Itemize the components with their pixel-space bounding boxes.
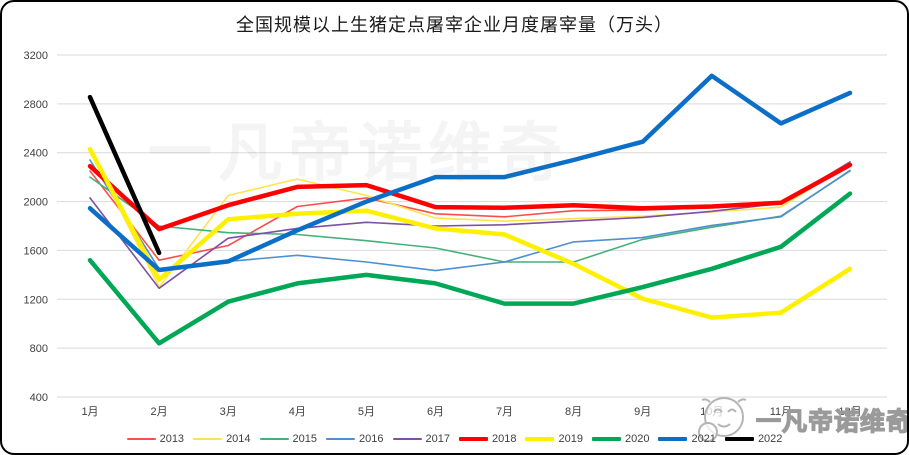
x-tick-label: 2月 bbox=[151, 406, 168, 418]
x-tick-label: 1月 bbox=[81, 406, 98, 418]
series-2015-line bbox=[89, 170, 851, 263]
series-2019-line bbox=[87, 146, 853, 320]
y-tick-label: 1600 bbox=[24, 245, 48, 257]
series-2021-line bbox=[87, 73, 853, 273]
legend-swatch-2013 bbox=[126, 438, 156, 440]
legend-swatch-2017 bbox=[392, 438, 422, 440]
legend-item-2017: 2017 bbox=[392, 433, 450, 445]
legend-item-2021: 2021 bbox=[658, 433, 716, 445]
y-tick-label: 400 bbox=[30, 392, 48, 404]
legend-swatch-2021 bbox=[658, 437, 688, 441]
legend-label-2022: 2022 bbox=[757, 433, 783, 445]
legend-label-2013: 2013 bbox=[159, 433, 185, 445]
legend: 2013 2014 2015 2016 2017 2018 2019 2020 2021 2022 bbox=[2, 433, 907, 445]
legend-swatch-2018 bbox=[459, 437, 488, 441]
series-2018-line bbox=[87, 162, 853, 232]
legend-item-2014: 2014 bbox=[193, 433, 251, 445]
x-tick-label: 3月 bbox=[220, 406, 237, 418]
y-tick-label: 2400 bbox=[24, 148, 48, 160]
x-tick-label: 9月 bbox=[634, 406, 651, 418]
x-tick-label: 6月 bbox=[427, 406, 444, 418]
legend-label-2018: 2018 bbox=[492, 433, 517, 445]
legend-swatch-2016 bbox=[326, 438, 356, 440]
y-tick-label: 2000 bbox=[24, 197, 48, 209]
chart-title: 全国规模以上生猪定点屠宰企业月度屠宰量（万头） bbox=[236, 15, 673, 35]
legend-item-2018: 2018 bbox=[459, 433, 516, 445]
y-tick-label: 2800 bbox=[24, 99, 48, 111]
legend-label-2020: 2020 bbox=[624, 433, 650, 445]
legend-swatch-2015 bbox=[259, 438, 289, 440]
y-tick-label: 3200 bbox=[24, 50, 48, 62]
legend-item-2016: 2016 bbox=[326, 433, 384, 445]
x-tick-label: 12月 bbox=[838, 406, 861, 418]
series-2022-line bbox=[87, 94, 162, 256]
legend-item-2015: 2015 bbox=[259, 433, 318, 445]
legend-item-2022: 2022 bbox=[724, 433, 783, 445]
y-tick-label: 800 bbox=[30, 343, 48, 355]
legend-swatch-2020 bbox=[591, 437, 621, 441]
legend-label-2017: 2017 bbox=[425, 433, 450, 445]
x-tick-label: 4月 bbox=[289, 406, 306, 418]
x-tick-label: 11月 bbox=[770, 406, 792, 418]
legend-swatch-2019 bbox=[525, 437, 555, 441]
x-tick-label: 7月 bbox=[496, 406, 513, 418]
legend-label-2015: 2015 bbox=[292, 433, 318, 445]
legend-item-2020: 2020 bbox=[591, 433, 650, 445]
legend-label-2019: 2019 bbox=[558, 433, 583, 445]
x-tick-label: 5月 bbox=[358, 406, 375, 418]
legend-label-2016: 2016 bbox=[359, 433, 384, 445]
legend-item-2019: 2019 bbox=[525, 433, 583, 445]
x-tick-label: 10月 bbox=[700, 406, 723, 418]
legend-label-2014: 2014 bbox=[226, 433, 251, 445]
legend-item-2013: 2013 bbox=[126, 433, 185, 445]
series-2017-line bbox=[89, 161, 851, 290]
x-tick-label: 8月 bbox=[565, 406, 582, 418]
legend-swatch-2022 bbox=[724, 437, 754, 441]
series-2020-line bbox=[87, 191, 853, 346]
legend-swatch-2014 bbox=[193, 438, 223, 440]
y-tick-label: 1200 bbox=[24, 294, 48, 306]
legend-label-2021: 2021 bbox=[691, 433, 716, 445]
